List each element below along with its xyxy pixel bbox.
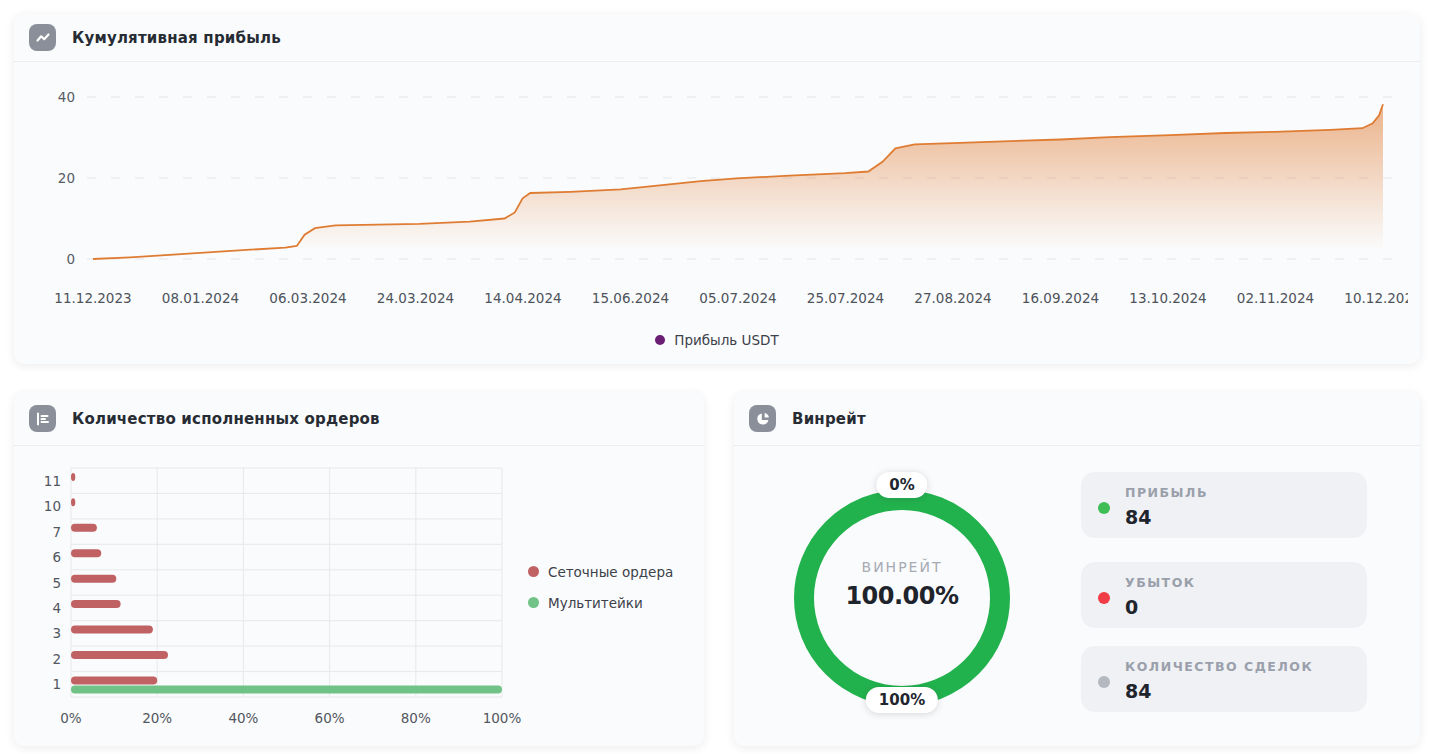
y-axis-tick: 6 [52, 549, 61, 565]
stat-card-profit[interactable]: ПРИБЫЛЬ 84 [1081, 472, 1367, 538]
profit-stat-value: 84 [1125, 506, 1208, 528]
y-axis-tick: 3 [52, 625, 61, 641]
x-axis-tick: 40% [228, 710, 258, 726]
trades-stat-value: 84 [1125, 680, 1313, 702]
profit-legend[interactable]: Прибыль USDT [14, 330, 1420, 350]
trades-dot [1098, 676, 1110, 688]
cumulative-profit-chart[interactable]: 0204011.12.202308.01.202406.03.202424.03… [14, 62, 1408, 314]
winrate-panel: Винрейт 0% 100% ВИНРЕЙТ 100.00% ПРИБЫЛЬ … [734, 392, 1420, 746]
bar-chart-icon [29, 405, 56, 432]
winrate-bottom-badge: 100% [866, 687, 938, 713]
winrate-center: ВИНРЕЙТ 100.00% [734, 559, 1070, 610]
executed-orders-panel: Количество исполненных ордеров 0% 20% 40% 6… [14, 392, 704, 746]
x-axis-tick: 100% [483, 710, 522, 726]
trades-stat-label: КОЛИЧЕСТВО СДЕЛОК [1125, 659, 1313, 674]
grid-orders-dot [528, 566, 539, 577]
winrate-title: Винрейт [792, 410, 866, 428]
winrate-top-badge: 0% [876, 472, 927, 498]
grid-orders-bar[interactable] [71, 651, 168, 659]
y-axis-tick: 4 [52, 600, 61, 616]
x-axis-tick: 60% [315, 710, 345, 726]
winrate-center-label: ВИНРЕЙТ [734, 559, 1070, 575]
orders-legend-multi[interactable]: Мультитейки [528, 594, 673, 611]
loss-dot [1098, 592, 1110, 604]
multitake-dot [528, 597, 539, 608]
y-axis-tick: 20 [58, 170, 75, 186]
orders-legend-grid[interactable]: Сеточные ордера [528, 563, 673, 580]
executed-orders-header: Количество исполненных ордеров [14, 392, 704, 446]
profit-stat-label: ПРИБЫЛЬ [1125, 485, 1208, 500]
y-axis-tick: 10 [44, 498, 61, 514]
line-chart-icon [29, 24, 56, 51]
grid-orders-label: Сеточные ордера [548, 564, 673, 580]
loss-stat-value: 0 [1125, 596, 1196, 618]
grid-orders-bar[interactable] [71, 575, 116, 583]
loss-stat-label: УБЫТОК [1125, 575, 1196, 590]
cumulative-profit-panel: Кумулятивная прибыль 0204011.12.202308.0… [14, 14, 1420, 364]
multitake-label: Мультитейки [548, 595, 643, 611]
grid-orders-bar[interactable] [71, 677, 157, 685]
y-axis-tick: 5 [52, 575, 61, 591]
y-axis-tick: 11 [44, 473, 61, 489]
cumulative-profit-header: Кумулятивная прибыль [14, 14, 1420, 62]
y-axis-tick: 7 [52, 524, 61, 540]
y-axis-tick: 0 [66, 251, 75, 267]
x-axis-tick: 80% [401, 710, 431, 726]
stat-card-trades[interactable]: КОЛИЧЕСТВО СДЕЛОК 84 [1081, 646, 1367, 712]
winrate-donut-zone: 0% 100% ВИНРЕЙТ 100.00% [734, 446, 1074, 746]
grid-orders-bar[interactable] [71, 473, 75, 481]
cumulative-profit-title: Кумулятивная прибыль [72, 29, 281, 47]
grid-orders-bar[interactable] [71, 498, 75, 506]
multitake-bar[interactable] [71, 685, 502, 693]
grid-orders-bar[interactable] [71, 626, 153, 634]
x-axis-tick: 0% [60, 710, 82, 726]
grid-orders-bar[interactable] [71, 600, 121, 608]
pie-chart-icon [749, 405, 776, 432]
grid-orders-bar[interactable] [71, 524, 97, 532]
grid-orders-bar[interactable] [71, 549, 101, 557]
executed-orders-title: Количество исполненных ордеров [72, 410, 380, 428]
x-axis-tick: 20% [142, 710, 172, 726]
y-axis-tick: 1 [52, 676, 61, 692]
y-axis-tick: 2 [52, 651, 61, 667]
profit-dot [1098, 502, 1110, 514]
orders-legend: Сеточные ордера Мультитейки [528, 563, 673, 611]
winrate-center-value: 100.00% [734, 582, 1070, 610]
profit-legend-dot [655, 335, 665, 345]
profit-legend-label: Прибыль USDT [674, 332, 778, 348]
y-axis-tick: 40 [58, 89, 75, 105]
winrate-header: Винрейт [734, 392, 1420, 446]
stat-card-loss[interactable]: УБЫТОК 0 [1081, 562, 1367, 628]
